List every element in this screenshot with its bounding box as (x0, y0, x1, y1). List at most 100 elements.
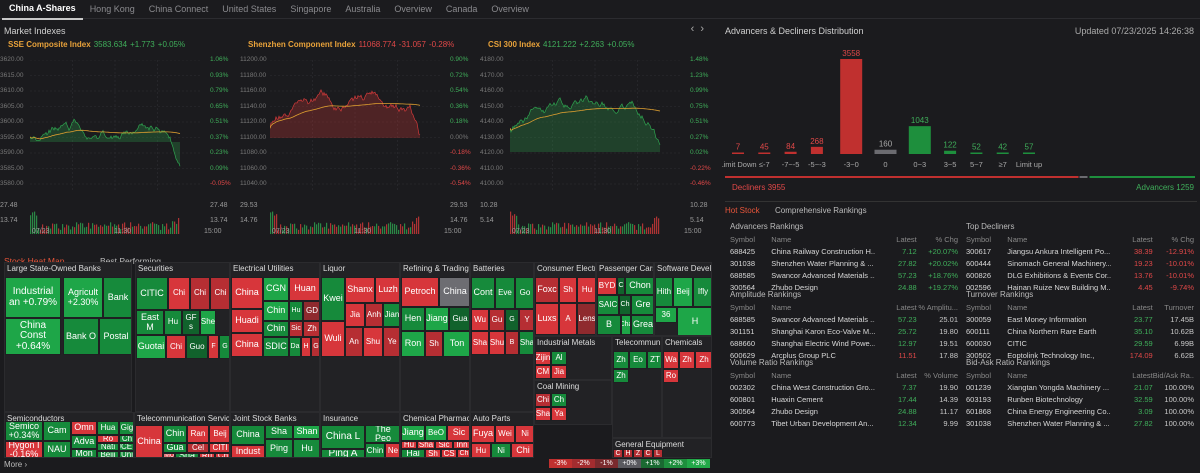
tab-hot-stock[interactable]: Hot Stock (725, 206, 760, 215)
stock-tile[interactable]: Wu (471, 309, 489, 331)
stock-tile[interactable]: Hu (289, 301, 303, 321)
table-row[interactable]: 301038 Shenzhen Water Planning & ... 27.82… (730, 258, 958, 270)
stock-tile[interactable]: Sha (471, 331, 489, 355)
stock-tile[interactable]: Hua (97, 421, 119, 435)
stock-tile[interactable]: China L (321, 425, 365, 449)
stock-tile[interactable]: Adva (71, 435, 97, 449)
stock-tile[interactable]: Beij (209, 425, 229, 443)
sector-block[interactable]: Telecommunication Servic China Chin Ran Beij… (134, 412, 230, 458)
stock-tile[interactable]: Zh (303, 321, 319, 337)
stock-tile[interactable]: G (219, 335, 229, 359)
stock-tile[interactable]: B (505, 331, 519, 355)
stock-tile[interactable]: Ch (119, 435, 133, 443)
sector-block[interactable]: Joint Stock Banks China Sha Shan Indust Ping H… (230, 412, 320, 458)
table-row[interactable]: 300617 Jiangsu Ankura Intelligent Po... 38… (966, 246, 1194, 258)
stock-tile[interactable]: Jian (383, 303, 399, 327)
stock-tile[interactable]: Beiji (97, 451, 119, 457)
stock-tile[interactable]: A (559, 303, 577, 335)
stock-tile[interactable]: C (613, 449, 623, 457)
tab-8[interactable]: Overview (491, 3, 529, 14)
sector-block[interactable]: Telecommun Zh Eo ZT Zh (612, 336, 662, 438)
stock-tile[interactable]: ZT (647, 351, 661, 369)
stock-tile[interactable]: Zijin (535, 351, 551, 365)
stock-tile[interactable]: Chi (511, 443, 533, 457)
stock-tile[interactable]: Lens (577, 303, 595, 335)
stock-tile[interactable]: Industrial an +0.79% (5, 277, 61, 318)
table-row[interactable]: 688585 Swancor Advanced Materials ... 57.2… (730, 270, 958, 282)
stock-tile[interactable]: 36 (655, 307, 677, 323)
stock-tile[interactable]: CM (535, 365, 551, 379)
stock-tile[interactable]: Sha (535, 407, 551, 421)
stock-tile[interactable]: BYD (597, 277, 617, 295)
table-row[interactable]: 600629 Arcplus Group PLC 11.51 17.88 (730, 350, 958, 362)
table-row[interactable]: 002302 China West Construction Gro... 7.37… (730, 382, 958, 394)
stock-tile[interactable]: Go (515, 277, 533, 309)
stock-tile[interactable]: She (200, 310, 216, 335)
stock-tile[interactable]: Indust (231, 445, 265, 457)
stock-tile[interactable]: Mon (71, 449, 97, 457)
stock-tile[interactable]: Wuli (321, 321, 345, 357)
stock-tile[interactable]: Chi (210, 277, 229, 310)
stock-tile[interactable]: Ran (187, 425, 209, 443)
stock-tile[interactable]: Chi (168, 277, 190, 310)
table-row[interactable]: 688425 China Railway Construction H... 7.1… (730, 246, 958, 258)
stock-tile[interactable]: Inn (453, 441, 469, 449)
table-row[interactable]: 600801 Huaxin Cement 17.44 14.39 (730, 394, 958, 406)
stock-tile[interactable]: China (231, 425, 265, 445)
tab-6[interactable]: Overview (394, 3, 432, 14)
stock-tile[interactable]: Chon (625, 277, 653, 295)
stock-tile[interactable]: Jiang (425, 307, 449, 331)
stock-tile[interactable]: Ch (457, 449, 469, 457)
table-row[interactable]: 600773 Tibet Urban Development An... 12.34… (730, 418, 958, 430)
sector-block[interactable]: General Equipment C H Z C L (612, 438, 712, 458)
tab-comprehensive-rankings[interactable]: Comprehensive Rankings (775, 206, 867, 215)
table-row[interactable]: 300502 Eoptolink Technology Inc., 174.09 6.… (966, 350, 1194, 362)
stock-tile[interactable]: China (135, 425, 163, 457)
stock-tile[interactable]: Hu (164, 310, 182, 335)
stock-tile[interactable]: H (301, 337, 311, 357)
stock-tile[interactable]: Fuya (471, 425, 495, 443)
stock-tile[interactable]: Ch (619, 295, 631, 315)
sector-block[interactable]: Industrial Metals Zijin Al CM Jia (534, 336, 612, 380)
sector-block[interactable]: Liquor Kwei Shanx Luzh Jia Anh Jian Wuli An Shu Ye (320, 262, 400, 412)
stock-tile[interactable]: Shanx (345, 277, 375, 303)
stock-tile[interactable]: Petroch (401, 277, 439, 307)
stock-tile[interactable]: Sha (175, 453, 199, 457)
table-row[interactable]: 301038 Shenzhen Water Planning & ... 27.82… (966, 418, 1194, 430)
stock-tile[interactable]: Agricult +2.30% (63, 277, 103, 318)
stock-tile[interactable]: Omn (71, 421, 97, 435)
stock-tile[interactable]: Chin (263, 301, 289, 321)
sector-block[interactable]: Semiconductors Semico +0.34% Cam Omn Hua Gig H… (4, 412, 134, 458)
table-row[interactable]: 688660 Shanghai Electric Wind Powe... 12.9… (730, 338, 958, 350)
table-row[interactable]: 301151 Shanghai Karon Eco-Valve M... 25.72… (730, 326, 958, 338)
tab-1[interactable]: Hong Kong (89, 3, 135, 14)
stock-tile[interactable]: Sha (519, 331, 533, 355)
stock-tile[interactable]: Shu (363, 327, 383, 357)
stock-tile[interactable]: Semico +0.34% (5, 421, 43, 441)
stock-tile[interactable]: China (439, 277, 469, 307)
stock-tile[interactable]: Chi (166, 335, 186, 359)
stock-tile[interactable]: Huan (289, 277, 319, 301)
stock-tile[interactable]: Cont (471, 277, 495, 309)
stock-tile[interactable]: Gua (449, 307, 469, 331)
stock-tile[interactable]: Eo (629, 351, 647, 369)
stock-tile[interactable]: Ru (199, 453, 215, 457)
sector-block[interactable]: Consumer Electr Foxc Sh Hu Luxs A Lens (534, 262, 596, 336)
stock-tile[interactable]: Foxc (535, 277, 559, 303)
stock-tile[interactable]: Shan (293, 425, 319, 439)
sector-block[interactable]: Batteries Cont Eve Go Wu Gu G Y Sha Shu B Sha (470, 262, 534, 412)
stock-tile[interactable]: Zh (679, 351, 695, 369)
stock-tile[interactable]: Hygon I -0.16% (5, 441, 43, 457)
stock-tile[interactable]: Ni (491, 443, 511, 457)
stock-tile[interactable]: Kwei (321, 277, 345, 321)
stock-tile[interactable]: GF s (182, 310, 200, 335)
stock-tile[interactable]: Ni (515, 425, 533, 443)
stock-tile[interactable]: Gua (163, 443, 187, 453)
sector-block[interactable]: Chemical Pharmac Jiang BeO Sic Hu Sha Sic Inn Ha… (400, 412, 470, 458)
stock-tile[interactable]: Gig (119, 421, 133, 435)
stock-tile[interactable]: Sh (425, 331, 443, 357)
stock-tile[interactable]: C (643, 449, 653, 457)
stock-tile[interactable]: China Const +0.64% (5, 318, 61, 355)
stock-tile[interactable]: Z (633, 449, 643, 457)
stock-tile[interactable]: Uni (119, 451, 133, 458)
